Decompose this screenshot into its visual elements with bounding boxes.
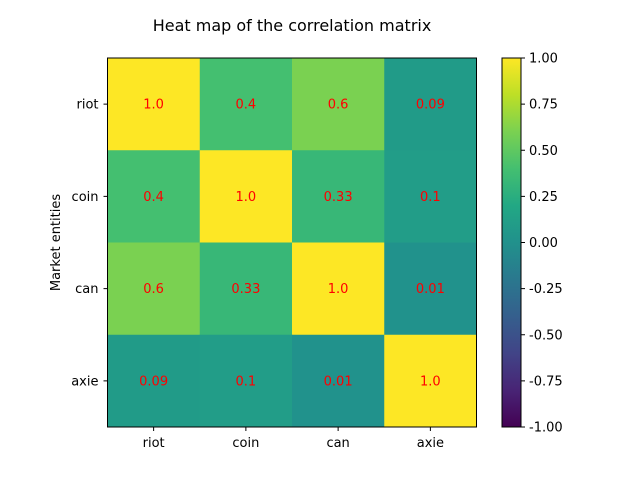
heatmap-cell-can-axie — [384, 242, 477, 336]
heatmap-cell-coin-can — [292, 150, 385, 243]
colorbar-tick-label: -0.50 — [529, 328, 563, 343]
heatmap-cell-coin-coin — [199, 150, 293, 243]
colorbar — [501, 57, 522, 428]
heatmap-cell-can-riot — [107, 242, 201, 336]
y-axis-ticks: riot coin can axie — [71, 98, 108, 389]
x-tick-label: coin — [232, 436, 259, 451]
heatmap-cell-riot-axie — [384, 58, 477, 151]
cell-value-label: 1.0 — [236, 190, 257, 205]
colorbar-tick-label: -0.25 — [529, 282, 563, 297]
cell-value-label: 1.0 — [328, 282, 349, 297]
cell-value-label: 0.4 — [143, 190, 164, 205]
cell-value-label: 0.1 — [236, 374, 257, 389]
colorbar-tick-label: 0.50 — [529, 144, 558, 159]
cell-value-label: 1.0 — [420, 374, 441, 389]
colorbar-tick-label: 0.00 — [529, 236, 558, 251]
y-tick-label: can — [75, 282, 98, 297]
cell-value-label: 0.01 — [324, 374, 353, 389]
cell-value-label: 0.09 — [139, 374, 168, 389]
plot-frame — [107, 57, 477, 428]
heatmap-cell-axie-coin — [199, 334, 293, 428]
colorbar-tick-label: -1.00 — [529, 421, 563, 436]
heatmap-cell-axie-riot — [107, 334, 201, 428]
cell-value-label: 0.6 — [328, 98, 349, 113]
cell-value-label: 0.33 — [324, 190, 353, 205]
cell-value-label: 0.09 — [416, 98, 445, 113]
heatmap-cells — [107, 58, 477, 428]
cell-value-label: 1.0 — [143, 98, 164, 113]
cell-value-label: 0.1 — [420, 190, 441, 205]
y-tick-label: riot — [76, 98, 98, 113]
colorbar-tick-label: 0.75 — [529, 98, 558, 113]
heatmap-cell-labels: 1.0 0.4 0.6 0.09 0.4 1.0 0.33 0.1 0.6 0.33 1.0 0.01… — [139, 98, 445, 390]
colorbar-tick-label: -0.75 — [529, 374, 563, 389]
heatmap-cell-coin-axie — [384, 150, 477, 243]
colorbar-ticks: 1.00 0.75 0.50 0.25 0.00 -0.25 -0.50 -0.75 -1.00 — [521, 52, 563, 436]
heatmap-cell-can-coin — [199, 242, 293, 336]
cell-value-label: 0.4 — [236, 98, 257, 113]
x-tick-label: can — [326, 436, 349, 451]
x-tick-label: riot — [143, 436, 165, 451]
heatmap-cell-riot-riot — [107, 58, 201, 151]
colorbar-tick-label: 1.00 — [529, 52, 558, 67]
heatmap-cell-axie-axie — [384, 334, 477, 428]
heatmap-cell-riot-coin — [199, 58, 293, 151]
heatmap-cell-axie-can — [292, 334, 385, 428]
heatmap-cell-can-can — [292, 242, 385, 336]
heatmap-cell-coin-riot — [107, 150, 201, 243]
x-axis-ticks: riot coin can axie — [143, 427, 444, 451]
y-tick-label: axie — [71, 374, 98, 389]
y-axis-label: Market entities — [49, 194, 64, 291]
cell-value-label: 0.01 — [416, 282, 445, 297]
heatmap-cell-riot-can — [292, 58, 385, 151]
cell-value-label: 0.6 — [143, 282, 164, 297]
colorbar-tick-label: 0.25 — [529, 190, 558, 205]
x-tick-label: axie — [417, 436, 444, 451]
cell-value-label: 0.33 — [231, 282, 260, 297]
chart-title: Heat map of the correlation matrix — [153, 16, 432, 35]
y-tick-label: coin — [72, 190, 99, 205]
